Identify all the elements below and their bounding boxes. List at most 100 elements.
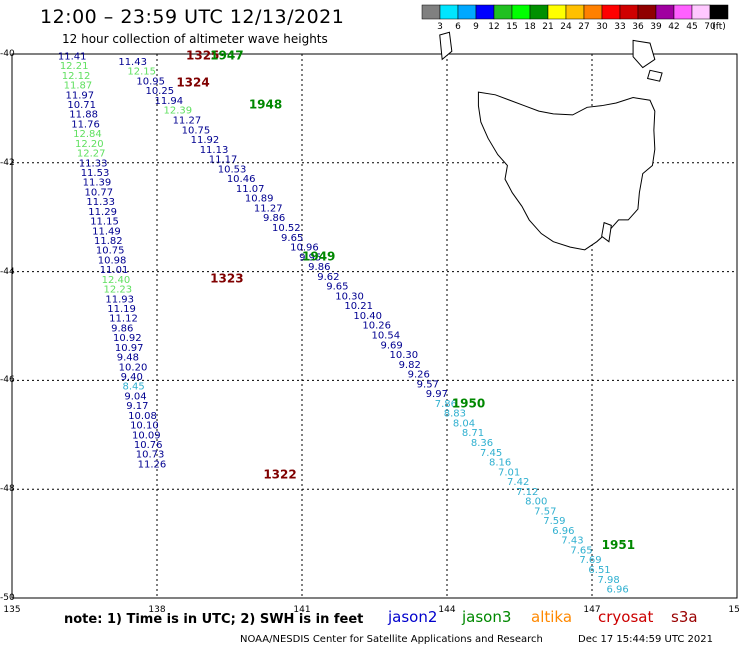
x-tick-label: 147	[583, 605, 601, 615]
colorbar-label: 30	[596, 22, 608, 32]
swh-value: 10.95	[136, 76, 165, 87]
colorbar-swatch	[583, 4, 603, 20]
colorbar-label: 21	[542, 22, 554, 32]
swh-value: 12.23	[103, 285, 132, 296]
page-subtitle: 12 hour collection of altimeter wave hei…	[62, 32, 328, 46]
swh-value: 11.41	[58, 51, 87, 62]
pass-number-label: 1948	[249, 97, 282, 111]
swh-value: 10.10	[130, 421, 159, 432]
swh-value: 11.87	[64, 81, 93, 92]
colorbar-swatch	[493, 4, 513, 20]
colorbar-swatch	[655, 4, 675, 20]
colorbar-label: 42	[668, 22, 680, 32]
swh-value: 10.30	[335, 291, 364, 302]
swh-value: 7.59	[543, 516, 565, 527]
pass-number-label: 1947	[210, 48, 243, 62]
swh-value: 10.73	[136, 450, 165, 461]
swh-value: 9.48	[117, 353, 139, 364]
swh-value: 10.25	[145, 86, 174, 97]
swh-value: 8.83	[444, 409, 466, 420]
swh-value: 11.49	[92, 226, 121, 237]
pass-number-label: 1322	[263, 467, 296, 481]
colorbar-swatch	[529, 4, 549, 20]
legend-jason3: jason3	[462, 608, 512, 626]
swh-value: 10.75	[96, 246, 125, 257]
swh-value: 6.96	[607, 585, 629, 596]
swh-value: 10.98	[98, 255, 127, 266]
swh-value: 11.82	[94, 236, 123, 247]
colorbar-swatch	[421, 4, 441, 20]
swh-value: 9.86	[111, 323, 133, 334]
swh-value: 10.21	[344, 301, 373, 312]
colorbar-label: (ft)	[712, 22, 726, 32]
y-tick-label: -40	[0, 49, 15, 59]
swh-value: 9.86	[263, 213, 285, 224]
swh-value: 7.01	[498, 467, 520, 478]
footer-timestamp: Dec 17 15:44:59 UTC 2021	[578, 634, 713, 645]
swh-value: 9.26	[408, 370, 430, 381]
colorbar-label: 9	[473, 22, 479, 32]
swh-value: 12.15	[127, 67, 156, 78]
swh-value: 7.42	[507, 477, 529, 488]
colorbar-label: 12	[488, 22, 500, 32]
colorbar-label: 36	[632, 22, 644, 32]
colorbar-label: 6	[455, 22, 461, 32]
swh-value: 8.45	[122, 382, 144, 393]
page-title: 12:00 – 23:59 UTC 12/13/2021	[40, 6, 345, 28]
swh-value: 10.92	[113, 333, 142, 344]
colorbar-label: 24	[560, 22, 572, 32]
swh-value: 10.26	[362, 321, 391, 332]
swh-value: 10.08	[128, 411, 157, 422]
swh-value: 10.77	[85, 187, 114, 198]
colorbar-swatch	[475, 4, 495, 20]
swh-value: 10.97	[115, 343, 144, 354]
swh-value: 7.45	[480, 448, 502, 459]
colorbar-swatch	[691, 4, 711, 20]
island-outline	[439, 31, 453, 61]
swh-value: 11.97	[66, 90, 95, 101]
colorbar-swatch	[709, 4, 729, 20]
swh-value: 10.76	[134, 440, 163, 451]
swh-value: 8.36	[471, 438, 493, 449]
swh-value: 7.65	[570, 545, 592, 556]
legend-jason2: jason2	[388, 608, 438, 626]
y-tick-label: -44	[0, 266, 15, 277]
swh-value: 12.40	[102, 275, 131, 286]
swh-value: 7.43	[561, 536, 583, 547]
swh-value: 8.04	[453, 418, 475, 429]
swh-value: 8.16	[489, 458, 511, 469]
swh-value: 10.30	[390, 350, 419, 361]
swh-value: 11.94	[154, 96, 183, 107]
pass-number-label: 1950	[452, 397, 485, 411]
tasmania-coastline	[477, 91, 656, 251]
colorbar-swatch	[511, 4, 531, 20]
swh-value: 10.71	[67, 100, 96, 111]
swh-value: 11.27	[254, 203, 283, 214]
island-outline	[632, 39, 656, 69]
colorbar-swatch	[547, 4, 567, 20]
pass-number-label: 1325	[186, 48, 219, 62]
footer-credit: NOAA/NESDIS Center for Satellite Applica…	[240, 634, 543, 645]
swh-value: 7.86	[435, 399, 457, 410]
note-text: note: 1) Time is in UTC; 2) SWH is in fe…	[64, 612, 364, 627]
swh-value: 10.53	[218, 164, 247, 175]
pass-number-label: 1951	[602, 538, 635, 552]
swh-value: 12.21	[60, 61, 89, 72]
swh-value: 9.65	[281, 233, 303, 244]
swh-value: 7.69	[579, 555, 601, 566]
swh-value: 9.40	[121, 372, 143, 383]
colorbar-swatch	[673, 4, 693, 20]
colorbar-label: 39	[650, 22, 662, 32]
pass-number-label: 1949	[302, 250, 335, 264]
swh-value: 10.52	[272, 223, 301, 234]
swh-value: 9.65	[326, 282, 348, 293]
island-outline	[601, 221, 612, 243]
x-tick-label: 150	[728, 605, 740, 615]
swh-value: 6.51	[588, 565, 610, 576]
swh-value: 11.39	[83, 178, 112, 189]
x-tick-label: 144	[438, 605, 456, 615]
swh-value: 11.26	[138, 459, 167, 470]
map-frame	[11, 53, 738, 599]
swh-value: 11.13	[200, 145, 229, 156]
swh-value: 11.33	[86, 197, 115, 208]
